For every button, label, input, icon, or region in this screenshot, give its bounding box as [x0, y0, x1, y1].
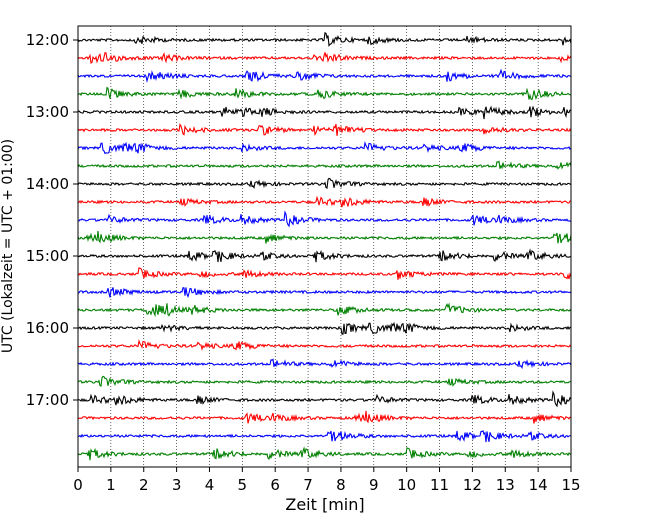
trace-1415 — [77, 195, 572, 208]
x-tick-label: 4 — [205, 476, 215, 494]
trace-1545 — [77, 302, 572, 318]
seismic-traces — [77, 32, 572, 461]
trace-1530 — [77, 287, 572, 299]
trace-1500 — [77, 248, 572, 263]
trace-1615 — [77, 338, 572, 351]
trace-1230 — [77, 68, 572, 83]
trace-1515 — [77, 267, 572, 280]
trace-1245 — [77, 86, 572, 101]
y-axis-label: UTC (Lokalzeit = UTC + 01:00) — [0, 139, 16, 353]
trace-1630 — [77, 358, 572, 370]
x-tick-label: 10 — [397, 476, 416, 494]
x-tick-label: 0 — [73, 476, 83, 494]
x-tick-label: 14 — [529, 476, 548, 494]
trace-1215 — [77, 52, 572, 64]
y-tick-label: 13:00 — [26, 103, 69, 121]
y-tick-label: 16:00 — [26, 319, 69, 337]
y-tick-label: 15:00 — [26, 247, 69, 265]
plot-frame — [77, 25, 572, 468]
trace-1430 — [77, 210, 572, 228]
trace-1645 — [77, 375, 572, 387]
trace-1730 — [77, 430, 572, 443]
x-tick-label: 11 — [430, 476, 449, 494]
x-tick-label: 9 — [369, 476, 379, 494]
x-tick-label: 3 — [172, 476, 182, 494]
y-tick-label: 12:00 — [26, 31, 69, 49]
trace-1400 — [77, 177, 572, 190]
x-tick-label: 15 — [561, 476, 580, 494]
x-tick-label: 2 — [139, 476, 149, 494]
trace-1600 — [77, 321, 572, 335]
x-tick-label: 12 — [463, 476, 482, 494]
trace-1715 — [77, 410, 572, 424]
y-tick-label: 14:00 — [26, 175, 69, 193]
y-tick-label: 17:00 — [26, 391, 69, 409]
trace-1445 — [77, 230, 572, 244]
trace-1315 — [77, 123, 572, 136]
trace-1330 — [77, 140, 572, 155]
y-axis-ticks: 12:00 13:00 14:00 15:00 16:00 17:00 — [26, 31, 78, 409]
trace-1700 — [77, 390, 572, 408]
x-tick-label: 7 — [303, 476, 313, 494]
x-axis-label: Zeit [min] — [285, 495, 364, 514]
trace-1745 — [77, 446, 572, 461]
trace-1200 — [77, 32, 572, 47]
x-tick-label: 6 — [270, 476, 280, 494]
x-axis-ticks: 0 1 2 3 4 5 6 7 8 9 10 11 12 13 14 15 — [73, 467, 581, 494]
x-tick-label: 8 — [336, 476, 346, 494]
trace-1345 — [77, 160, 572, 170]
x-tick-label: 1 — [106, 476, 116, 494]
x-tick-label: 13 — [496, 476, 515, 494]
trace-1300 — [77, 105, 572, 120]
x-tick-label: 5 — [238, 476, 248, 494]
